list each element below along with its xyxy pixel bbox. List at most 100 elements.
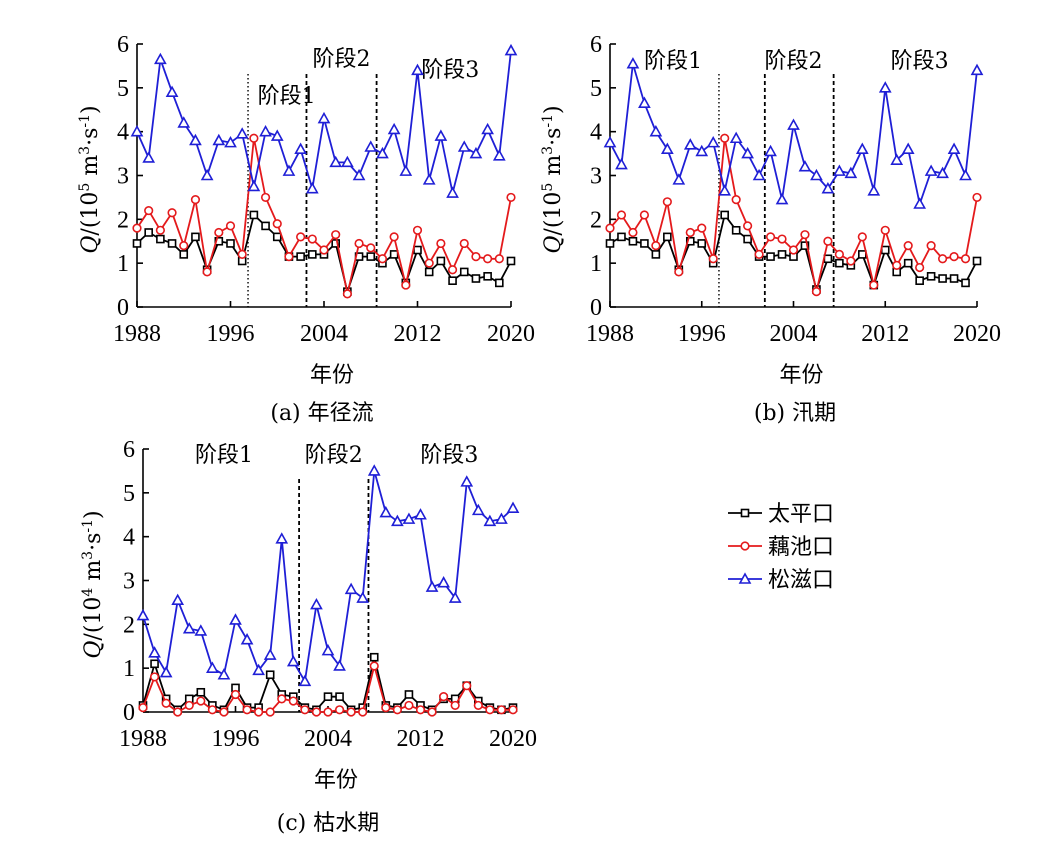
data-point <box>182 622 196 634</box>
legend-label: 藕池口 <box>768 535 834 560</box>
data-point <box>200 168 214 181</box>
data-point <box>323 692 333 701</box>
data-point <box>729 131 743 144</box>
data-point <box>270 129 284 141</box>
data-point <box>660 142 674 154</box>
data-point <box>697 223 707 233</box>
y-axis-title: Q/(104 m3·s-1) <box>80 510 106 658</box>
data-point <box>674 267 684 277</box>
data-point <box>321 643 335 656</box>
data-point <box>427 707 437 717</box>
x-tick-label: 2020 <box>487 321 535 347</box>
series-松滋口 <box>136 464 520 687</box>
data-point <box>230 689 241 700</box>
panel-flood-season: 0 1 2 3 4 5 6 1988 1996 2004 2012 2020 阶段1 阶段2 阶段3 年份 Q/… <box>540 32 1001 426</box>
data-point <box>167 239 177 248</box>
data-point <box>342 289 352 299</box>
data-point <box>857 232 867 242</box>
data-point <box>901 142 915 154</box>
data-point <box>800 241 810 250</box>
data-point <box>833 164 846 176</box>
data-point <box>165 85 179 98</box>
y-tick-label: 5 <box>117 76 129 102</box>
data-point <box>960 254 971 264</box>
data-point <box>413 245 422 255</box>
data-point <box>414 508 427 520</box>
data-point <box>167 208 177 218</box>
data-point <box>411 63 424 76</box>
data-point <box>237 249 247 259</box>
data-point <box>298 674 312 687</box>
data-point <box>615 157 628 170</box>
data-point <box>217 668 231 680</box>
data-point <box>319 245 329 255</box>
data-point <box>155 225 165 235</box>
x-axis-title: 年份 <box>314 768 358 793</box>
data-point <box>926 241 936 251</box>
data-point <box>156 234 165 244</box>
data-point <box>226 239 235 248</box>
data-point <box>867 184 881 196</box>
data-point <box>132 223 142 233</box>
data-point <box>434 129 448 141</box>
panel-caption: (a) 年径流 <box>270 401 373 426</box>
data-point <box>471 251 481 262</box>
data-point <box>938 274 947 283</box>
data-point <box>823 254 833 264</box>
data-point <box>288 696 298 706</box>
data-point <box>961 278 970 288</box>
series-太平口 <box>138 652 518 715</box>
data-point <box>915 262 925 273</box>
data-point <box>450 700 460 711</box>
data-point <box>821 182 835 194</box>
data-point <box>603 135 617 148</box>
y-tick-label: 4 <box>117 120 129 146</box>
x-tick-label: 1988 <box>113 321 161 347</box>
legend-item: 太平口 <box>728 502 834 527</box>
data-point <box>229 613 242 625</box>
data-point <box>483 254 493 264</box>
data-point <box>333 659 346 671</box>
data-point <box>171 593 185 606</box>
data-point <box>947 142 961 154</box>
stage-label: 阶段2 <box>313 47 371 72</box>
data-point <box>305 182 319 194</box>
series-line <box>609 63 978 208</box>
data-point <box>366 243 376 253</box>
data-point <box>485 705 495 715</box>
y-tick-label: 0 <box>117 295 129 321</box>
data-point <box>401 280 411 290</box>
data-point <box>177 116 191 128</box>
data-point <box>764 144 777 157</box>
data-point <box>190 195 201 205</box>
x-tick-label: 2012 <box>861 321 909 347</box>
data-point <box>844 166 858 179</box>
data-point <box>663 232 672 242</box>
data-point <box>496 705 507 715</box>
data-point <box>265 670 275 680</box>
y-tick-label: 6 <box>590 32 602 58</box>
data-point <box>508 705 518 715</box>
data-point <box>311 707 322 717</box>
legend-marker <box>738 572 752 584</box>
data-point <box>367 464 381 476</box>
y-tick-label: 6 <box>123 437 135 463</box>
y-tick-label: 4 <box>123 525 135 551</box>
data-point <box>504 43 518 56</box>
x-tick-label: 2020 <box>489 726 537 752</box>
data-point <box>272 232 282 242</box>
data-point <box>855 142 869 154</box>
data-point <box>752 168 766 181</box>
data-point <box>144 205 154 216</box>
data-point <box>878 81 892 93</box>
data-point <box>202 267 212 277</box>
data-point <box>329 155 343 168</box>
data-point <box>765 232 776 242</box>
series-藕池口 <box>138 661 518 717</box>
data-point <box>334 705 345 715</box>
data-point <box>743 221 753 231</box>
data-point <box>605 223 615 233</box>
data-point <box>161 698 171 708</box>
data-point <box>358 707 368 717</box>
data-point <box>212 133 226 146</box>
